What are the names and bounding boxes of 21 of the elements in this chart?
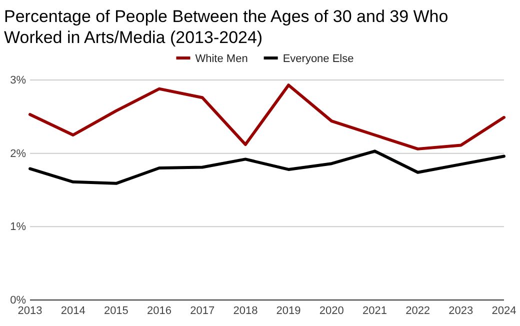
x-tick-label: 2016 <box>147 304 172 317</box>
x-tick-label: 2017 <box>190 304 215 317</box>
legend-label: Everyone Else <box>282 53 354 65</box>
x-tick-label: 2023 <box>448 304 474 317</box>
y-tick-label: 2% <box>10 148 26 160</box>
y-tick-label: 0% <box>10 294 26 307</box>
chart-title: Percentage of People Between the Ages of 30 and 39 Who Worked in Arts/Media (2013-2024) <box>4 7 448 47</box>
x-tick-label: 2021 <box>362 304 387 317</box>
legend-label: White Men <box>195 53 248 65</box>
line-series <box>28 84 506 150</box>
x-tick-label: 2013 <box>18 304 42 317</box>
x-tick-label: 2024 <box>492 304 516 317</box>
x-tick-label: 2015 <box>104 304 128 317</box>
x-tick-label: 2020 <box>319 304 344 317</box>
x-tick-label: 2022 <box>406 304 430 317</box>
line-series <box>28 150 506 185</box>
y-tick-label: 1% <box>10 221 26 234</box>
x-tick-label: 2019 <box>276 304 301 317</box>
y-tick-label: 3% <box>10 74 26 87</box>
x-tick-label: 2018 <box>233 304 258 317</box>
x-tick-label: 2014 <box>60 304 86 317</box>
